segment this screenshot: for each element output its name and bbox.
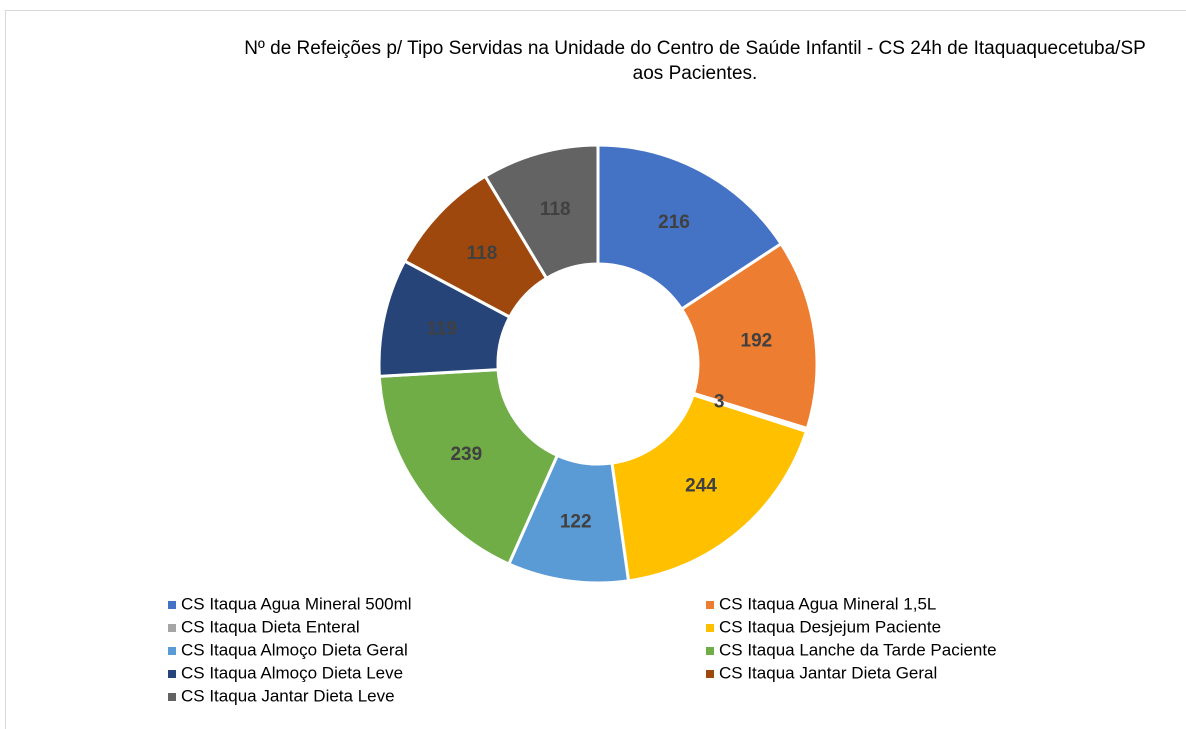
legend-label: CS Itaqua Agua Mineral 1,5L — [719, 594, 936, 613]
legend-swatch — [706, 647, 714, 655]
value-label: 122 — [560, 511, 592, 532]
value-label: 239 — [450, 444, 482, 465]
legend-swatch — [706, 670, 714, 678]
legend-swatch — [168, 647, 176, 655]
legend-label: CS Itaqua Agua Mineral 500ml — [181, 594, 412, 613]
donut-slice — [679, 241, 819, 431]
legend-swatch — [706, 624, 714, 632]
legend-label: CS Itaqua Lanche da Tarde Paciente — [719, 640, 997, 659]
value-label: 119 — [426, 319, 457, 340]
value-label: 216 — [658, 212, 690, 233]
legend-swatch — [706, 601, 714, 609]
legend-swatch — [168, 670, 176, 678]
value-label: 118 — [467, 243, 498, 264]
value-label: 118 — [540, 199, 571, 220]
legend-swatch — [168, 693, 176, 701]
donut-slice — [483, 143, 600, 281]
legend-label: CS Itaqua Almoço Dieta Leve — [181, 663, 403, 682]
value-label: 192 — [741, 331, 773, 352]
frame — [5, 10, 1186, 729]
legend-swatch — [168, 624, 176, 632]
legend-label: CS Itaqua Almoço Dieta Geral — [181, 640, 408, 659]
legend-label: CS Itaqua Jantar Dieta Leve — [181, 686, 395, 705]
donut-slice — [610, 392, 809, 583]
chart-title: Nº de Refeições p/ Tipo Servidas na Unid… — [244, 38, 1146, 84]
legend-swatch — [168, 601, 176, 609]
donut-slice — [377, 368, 560, 567]
legend-label: CS Itaqua Desjejum Paciente — [719, 617, 941, 636]
legend-label: CS Itaqua Dieta Enteral — [181, 617, 360, 636]
legend-label: CS Itaqua Jantar Dieta Geral — [719, 663, 937, 682]
donut-slice — [596, 143, 784, 312]
value-label: 244 — [685, 476, 717, 497]
value-label: 3 — [714, 391, 725, 412]
